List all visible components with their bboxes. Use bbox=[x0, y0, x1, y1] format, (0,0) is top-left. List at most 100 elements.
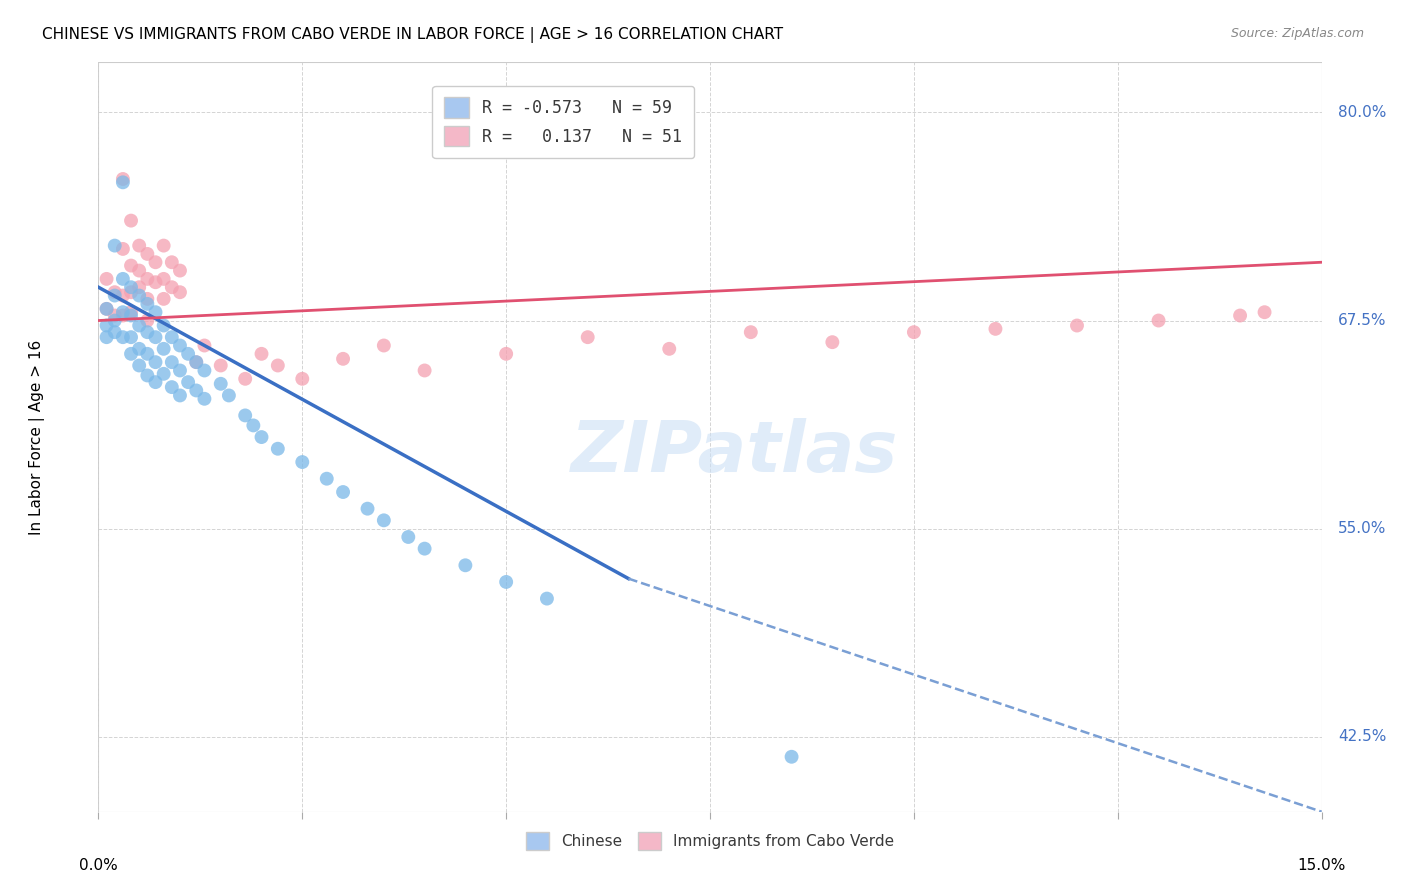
Point bbox=[152, 342, 174, 356]
Text: 55.0%: 55.0% bbox=[1339, 521, 1386, 536]
Point bbox=[233, 372, 256, 386]
Point bbox=[177, 347, 200, 361]
Point bbox=[128, 318, 150, 333]
Point bbox=[169, 338, 191, 352]
Point bbox=[160, 280, 183, 294]
Point bbox=[373, 338, 395, 352]
Point bbox=[128, 280, 150, 294]
Point bbox=[169, 388, 191, 402]
Point bbox=[332, 351, 354, 366]
Point bbox=[209, 359, 232, 373]
Point bbox=[120, 259, 142, 273]
Point bbox=[136, 272, 159, 286]
Point bbox=[136, 247, 159, 261]
Point bbox=[242, 418, 264, 433]
Point bbox=[104, 238, 127, 252]
Text: 15.0%: 15.0% bbox=[1298, 858, 1346, 873]
Point bbox=[209, 376, 232, 391]
Point bbox=[495, 574, 517, 589]
Point bbox=[160, 355, 183, 369]
Point bbox=[218, 388, 240, 402]
Point bbox=[821, 335, 844, 350]
Point bbox=[536, 591, 558, 606]
Point bbox=[186, 355, 208, 369]
Point bbox=[96, 318, 118, 333]
Legend: Chinese, Immigrants from Cabo Verde: Chinese, Immigrants from Cabo Verde bbox=[520, 826, 900, 856]
Point bbox=[104, 285, 127, 300]
Text: 0.0%: 0.0% bbox=[79, 858, 118, 873]
Text: 42.5%: 42.5% bbox=[1339, 730, 1386, 744]
Point bbox=[160, 255, 183, 269]
Point bbox=[145, 275, 167, 289]
Point bbox=[152, 318, 174, 333]
Point bbox=[136, 313, 159, 327]
Point bbox=[396, 530, 419, 544]
Point bbox=[169, 263, 191, 277]
Point bbox=[332, 485, 354, 500]
Point bbox=[186, 384, 208, 398]
Point bbox=[413, 541, 436, 556]
Point bbox=[128, 263, 150, 277]
Point bbox=[291, 372, 314, 386]
Point bbox=[740, 325, 762, 339]
Point bbox=[104, 313, 127, 327]
Point bbox=[96, 330, 118, 344]
Point bbox=[111, 272, 134, 286]
Point bbox=[291, 455, 314, 469]
Point bbox=[250, 347, 273, 361]
Point bbox=[267, 442, 290, 456]
Point bbox=[267, 359, 290, 373]
Point bbox=[152, 292, 174, 306]
Point bbox=[111, 175, 134, 189]
Point bbox=[658, 342, 681, 356]
Point bbox=[160, 330, 183, 344]
Point bbox=[128, 342, 150, 356]
Point bbox=[1066, 318, 1088, 333]
Point bbox=[111, 309, 134, 323]
Point bbox=[356, 501, 378, 516]
Point bbox=[250, 430, 273, 444]
Point bbox=[193, 392, 215, 406]
Point bbox=[104, 288, 127, 302]
Point bbox=[111, 288, 134, 302]
Point bbox=[160, 380, 183, 394]
Text: CHINESE VS IMMIGRANTS FROM CABO VERDE IN LABOR FORCE | AGE > 16 CORRELATION CHAR: CHINESE VS IMMIGRANTS FROM CABO VERDE IN… bbox=[42, 27, 783, 43]
Point bbox=[373, 513, 395, 527]
Point bbox=[1147, 313, 1170, 327]
Point bbox=[111, 330, 134, 344]
Point bbox=[96, 301, 118, 316]
Point bbox=[1253, 305, 1275, 319]
Text: Source: ZipAtlas.com: Source: ZipAtlas.com bbox=[1230, 27, 1364, 40]
Text: In Labor Force | Age > 16: In Labor Force | Age > 16 bbox=[30, 340, 45, 534]
Point bbox=[111, 242, 134, 256]
Point bbox=[145, 330, 167, 344]
Point bbox=[576, 330, 599, 344]
Point bbox=[128, 288, 150, 302]
Point bbox=[1229, 309, 1251, 323]
Point bbox=[120, 309, 142, 323]
Text: ZIPatlas: ZIPatlas bbox=[571, 417, 898, 486]
Point bbox=[145, 255, 167, 269]
Point bbox=[193, 363, 215, 377]
Point bbox=[120, 285, 142, 300]
Point bbox=[495, 347, 517, 361]
Point bbox=[120, 347, 142, 361]
Point bbox=[152, 272, 174, 286]
Point bbox=[193, 338, 215, 352]
Point bbox=[186, 355, 208, 369]
Point bbox=[169, 285, 191, 300]
Point bbox=[136, 368, 159, 383]
Point bbox=[169, 363, 191, 377]
Point bbox=[104, 325, 127, 339]
Point bbox=[780, 749, 803, 764]
Point bbox=[120, 305, 142, 319]
Point bbox=[136, 347, 159, 361]
Point bbox=[145, 305, 167, 319]
Point bbox=[177, 375, 200, 389]
Point bbox=[136, 325, 159, 339]
Point bbox=[315, 472, 337, 486]
Point bbox=[120, 330, 142, 344]
Point bbox=[233, 409, 256, 423]
Point bbox=[120, 280, 142, 294]
Text: 67.5%: 67.5% bbox=[1339, 313, 1386, 328]
